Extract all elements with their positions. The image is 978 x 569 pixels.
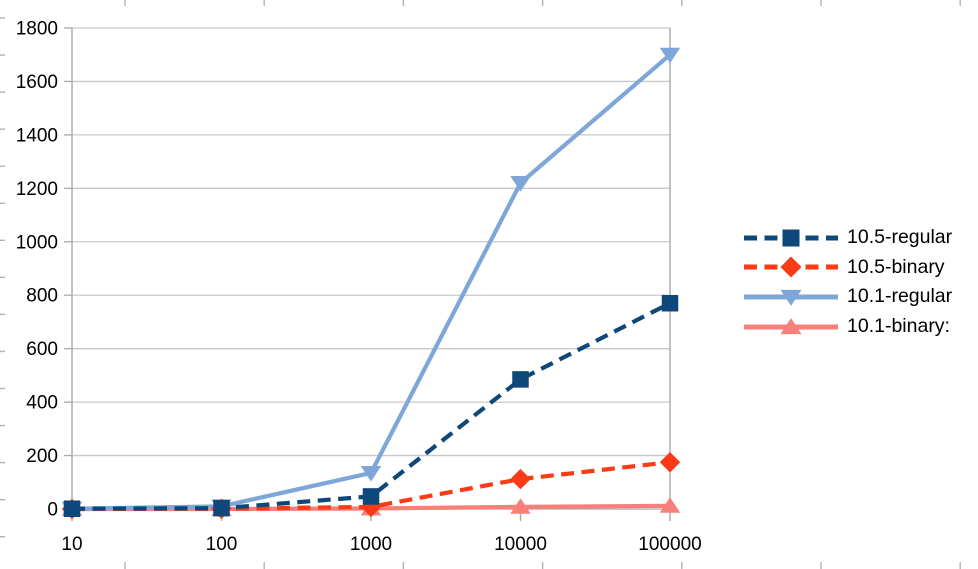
series-10-5-regular (63, 294, 679, 517)
legend-key-marker-diamond (780, 256, 802, 278)
series-marker-10-5-regular (512, 371, 529, 388)
series-marker-10-5-binary (510, 468, 531, 490)
x-axis-tick-label: 100000 (638, 534, 701, 555)
y-axis-tick-label: 1800 (16, 19, 58, 40)
y-axis-tick-label: 800 (26, 286, 58, 307)
chart-legend: 10.5-regular 10.5-binary 10.1-regular 10.1-… (744, 223, 952, 341)
legend-label-10-1-binary: 10.1-binary: (847, 315, 950, 338)
legend-label-10-1-regular: 10.1-regular (847, 285, 953, 308)
legend-item-10-5-regular: 10.5-regular (744, 223, 952, 253)
legend-item-10-5-binary: 10.5-binary (744, 253, 952, 283)
y-axis-tick-label: 200 (26, 446, 58, 467)
legend-key-marker-square (782, 229, 800, 247)
series-marker-10-5-regular (661, 294, 679, 312)
y-axis-tick-label: 1400 (16, 125, 58, 146)
legend-key-10-5-binary (744, 256, 838, 278)
y-axis-tick-label: 600 (26, 339, 58, 360)
legend-key-marker-triangle-up (780, 317, 802, 334)
series-marker-10-5-regular (213, 499, 230, 517)
x-axis-tick-label: 100 (206, 534, 238, 555)
x-axis-tick-label: 10000 (494, 534, 547, 555)
series-marker-10-5-regular (362, 488, 380, 505)
legend-key-10-1-regular (744, 289, 838, 306)
series-marker-10-1-regular (659, 47, 681, 64)
series-line-10-1-regular (71, 53, 672, 511)
series-marker-10-1-regular (510, 176, 531, 192)
legend-label-10-5-binary: 10.5-binary (847, 255, 945, 278)
legend-key-10-5-regular (744, 229, 838, 247)
x-axis-tick-label: 1000 (350, 534, 392, 555)
series-marker-10-1-binary (659, 497, 681, 513)
legend-key-10-1-binary (744, 317, 838, 334)
y-axis-tick-label: 400 (26, 393, 58, 414)
series-marker-10-5-regular (63, 500, 81, 517)
x-axis-tick-label: 10 (61, 534, 82, 555)
series-marker-10-1-binary (510, 498, 531, 514)
series-10-1-regular (61, 47, 681, 518)
y-axis-tick-label: 1600 (16, 72, 58, 93)
series-marker-10-1-regular (360, 465, 382, 482)
legend-item-10-1-binary: 10.1-binary: (744, 312, 952, 342)
legend-key-marker-triangle-down (780, 289, 802, 306)
legend-item-10-1-regular: 10.1-regular (744, 282, 952, 312)
legend-label-10-5-regular: 10.5-regular (847, 226, 953, 249)
y-axis-tick-label: 1200 (16, 179, 58, 200)
y-axis-tick-label: 1000 (16, 232, 58, 253)
series-marker-10-5-binary (659, 452, 681, 473)
y-axis-tick-label: 0 (47, 500, 58, 521)
